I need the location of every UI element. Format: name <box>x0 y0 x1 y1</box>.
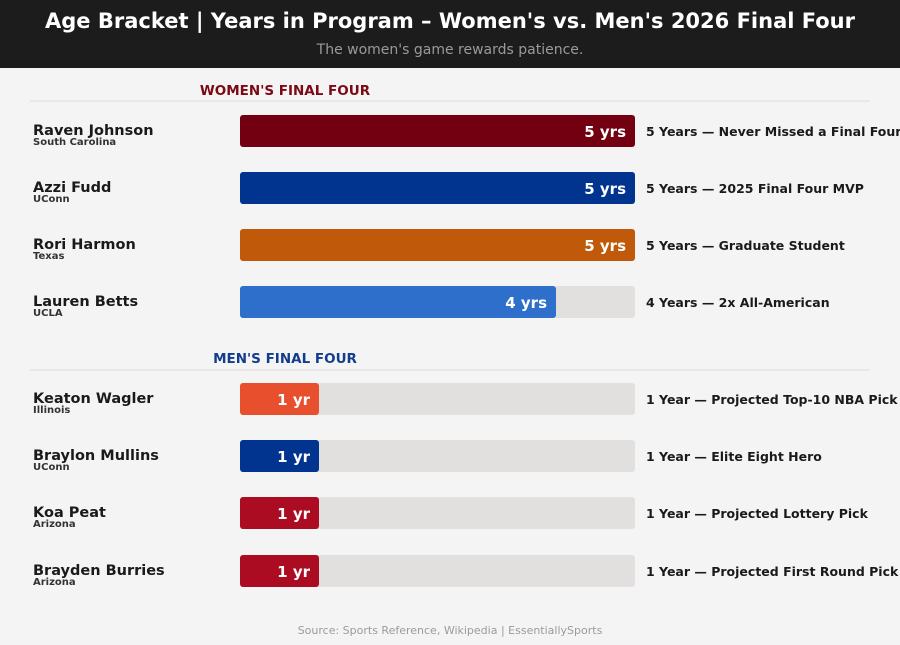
player-school: UConn <box>33 462 70 473</box>
player-name: Keaton Wagler <box>33 391 154 407</box>
source-footer: Source: Sports Reference, Wikipedia | Es… <box>297 624 603 637</box>
player-school: Texas <box>33 251 64 262</box>
bar-annotation: 4 Years — 2x All-American <box>646 295 830 310</box>
player-school: Arizona <box>33 577 76 588</box>
page-subtitle: The women's game rewards patience. <box>316 42 584 58</box>
bar-annotation: 1 Year — Elite Eight Hero <box>646 449 822 464</box>
page-title: Age Bracket | Years in Program – Women's… <box>45 9 855 33</box>
player-school: Arizona <box>33 519 76 530</box>
player-school: Illinois <box>33 405 70 416</box>
player-name: Brayden Burries <box>33 563 165 579</box>
header-banner: Age Bracket | Years in Program – Women's… <box>0 0 900 68</box>
bar-value-label: 4 yrs <box>505 294 547 312</box>
bar-annotation: 5 Years — Never Missed a Final Four <box>646 124 900 139</box>
bar-value-label: 5 yrs <box>584 237 626 255</box>
player-name: Raven Johnson <box>33 123 154 139</box>
bar <box>240 115 635 147</box>
bar <box>240 383 319 415</box>
bar <box>240 229 635 261</box>
bar-track <box>240 497 635 529</box>
bar-annotation: 1 Year — Projected Lottery Pick <box>646 506 869 521</box>
player-school: South Carolina <box>33 137 116 148</box>
bar-value-label: 1 yr <box>277 563 310 581</box>
bar <box>240 172 635 204</box>
bar-value-label: 5 yrs <box>584 123 626 141</box>
bar-value-label: 1 yr <box>277 391 310 409</box>
bar <box>240 555 319 587</box>
bar-value-label: 1 yr <box>277 448 310 466</box>
bar-track <box>240 440 635 472</box>
bar-track <box>240 383 635 415</box>
bar-value-label: 5 yrs <box>584 180 626 198</box>
bar-track <box>240 555 635 587</box>
player-name: Azzi Fudd <box>33 180 111 196</box>
player-school: UCLA <box>33 308 63 319</box>
bar <box>240 286 556 318</box>
player-school: UConn <box>33 194 70 205</box>
player-name: Koa Peat <box>33 505 106 521</box>
group-label: WOMEN'S FINAL FOUR <box>200 83 371 99</box>
bar-annotation: 5 Years — Graduate Student <box>646 238 845 253</box>
bar-annotation: 1 Year — Projected Top-10 NBA Pick <box>646 392 898 407</box>
player-name: Rori Harmon <box>33 237 136 253</box>
bar <box>240 440 319 472</box>
bar-annotation: 5 Years — 2025 Final Four MVP <box>646 181 864 196</box>
player-name: Lauren Betts <box>33 294 138 310</box>
bar <box>240 497 319 529</box>
bar-value-label: 1 yr <box>277 505 310 523</box>
group-label: MEN'S FINAL FOUR <box>213 351 357 367</box>
player-name: Braylon Mullins <box>33 448 159 464</box>
bar-annotation: 1 Year — Projected First Round Pick <box>646 564 899 579</box>
